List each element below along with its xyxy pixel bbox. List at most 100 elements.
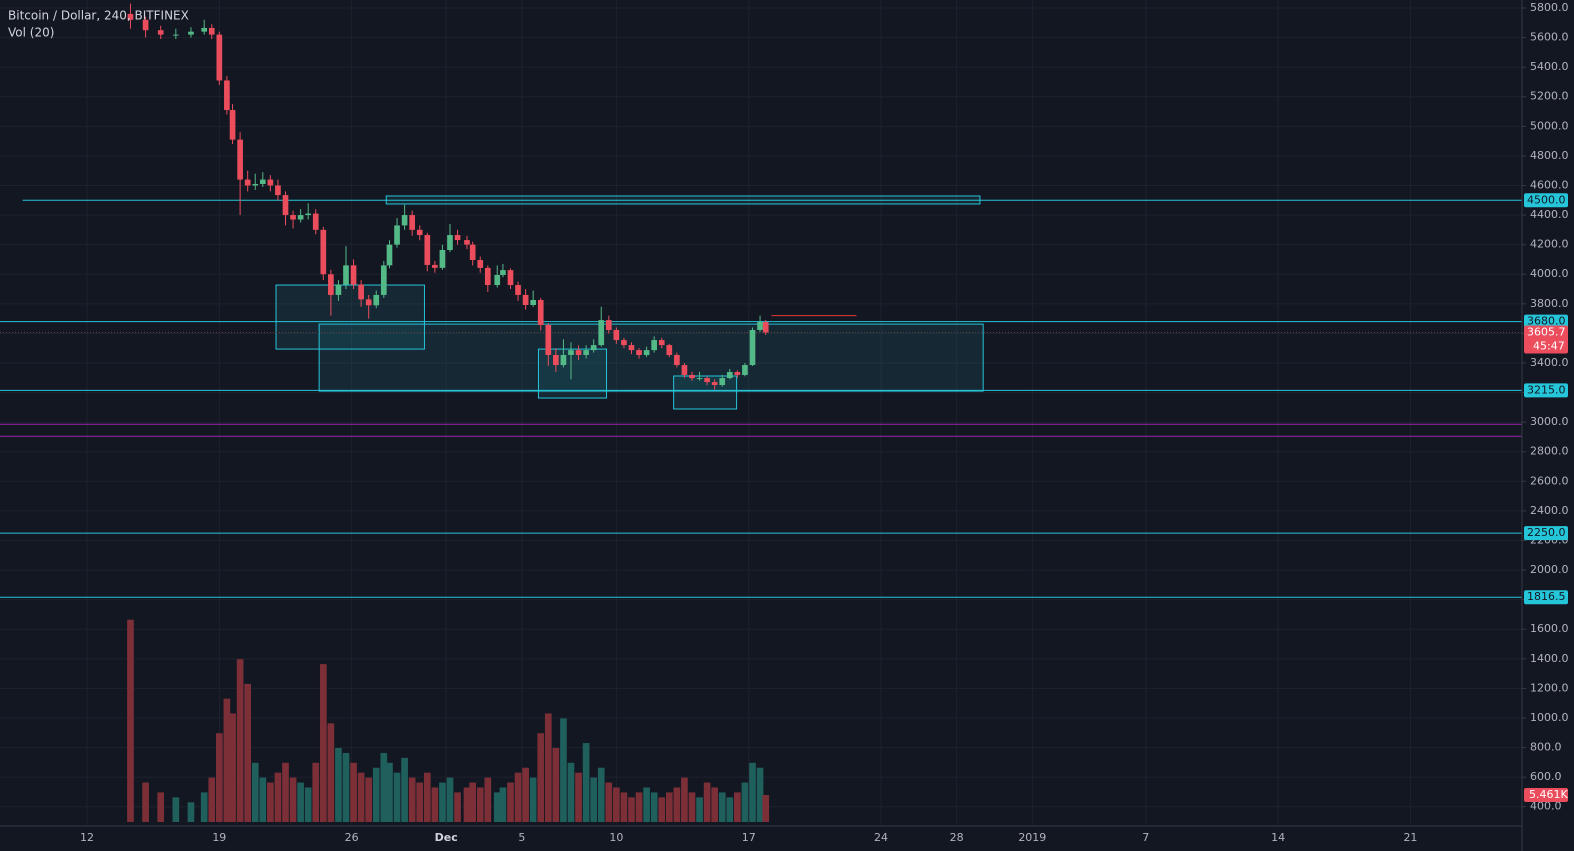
candle-body	[224, 80, 230, 111]
volume-bar	[208, 777, 216, 822]
x-tick-label: Dec	[435, 831, 458, 844]
volume-bar	[696, 797, 703, 822]
x-tick-label: 7	[1142, 831, 1149, 844]
volume-bar	[734, 792, 741, 822]
candle-body	[172, 34, 179, 36]
candle-body	[208, 27, 215, 35]
y-tick-label: 4800.0	[1530, 149, 1569, 162]
volume-bar	[469, 782, 477, 822]
candle-body	[651, 340, 658, 351]
y-tick-label: 4600.0	[1530, 178, 1569, 191]
candle-body	[275, 185, 281, 196]
candle-body	[469, 244, 476, 261]
volume-bar	[688, 792, 696, 822]
candle-body	[568, 350, 574, 355]
level-label: 3680.0	[1527, 315, 1566, 328]
volume-bar	[613, 787, 620, 822]
y-tick-label: 1400.0	[1530, 652, 1569, 665]
candle-body	[484, 267, 491, 286]
volume-bar	[372, 767, 380, 822]
y-tick-label: 2600.0	[1530, 474, 1569, 487]
volume-bar	[416, 782, 424, 822]
level-label-box	[1524, 526, 1568, 541]
candle-body	[201, 27, 208, 32]
y-tick-label: 400.0	[1530, 800, 1562, 813]
candle-body	[237, 139, 243, 180]
candle-body	[424, 235, 431, 265]
candle-body	[666, 345, 673, 355]
zone	[318, 323, 984, 392]
x-tick-label: 17	[742, 831, 756, 844]
level-label-box	[1524, 193, 1568, 208]
volume-bar	[187, 802, 195, 822]
volume-bar	[560, 718, 567, 822]
volume-bar	[223, 698, 231, 822]
volume-bar	[297, 782, 304, 822]
volume-bar	[575, 772, 582, 822]
candle-body	[380, 265, 387, 295]
candle-body	[312, 213, 319, 230]
candle-body	[320, 229, 327, 275]
y-tick-label: 1200.0	[1530, 681, 1569, 694]
volume-bar	[582, 743, 590, 822]
candle-body	[358, 284, 364, 300]
y-tick-label: 3400.0	[1530, 356, 1569, 369]
candle-body	[305, 213, 312, 216]
volume-bar	[335, 748, 342, 822]
volume-bar	[522, 767, 529, 822]
candle-body	[409, 215, 416, 230]
candle-body	[658, 340, 665, 346]
volume-bar	[673, 787, 681, 822]
y-tick-label: 1600.0	[1530, 622, 1569, 635]
candle-body	[674, 354, 680, 366]
y-tick-label: 2800.0	[1530, 445, 1569, 458]
countdown: 45:47	[1533, 340, 1565, 353]
volume-bar	[157, 792, 165, 822]
candle-body	[157, 30, 164, 35]
candle-body	[636, 350, 642, 355]
candle-body	[583, 350, 589, 355]
y-tick-label: 1000.0	[1530, 711, 1569, 724]
volume-bar	[650, 792, 658, 822]
candle-body	[447, 235, 453, 250]
candle-body	[628, 345, 635, 351]
volume-bar	[476, 787, 484, 822]
candle-body	[188, 31, 194, 35]
y-tick-label: 5800.0	[1530, 1, 1569, 14]
y-tick-label: 800.0	[1530, 741, 1562, 754]
candle-body	[515, 285, 521, 295]
x-tick-label: 19	[212, 831, 226, 844]
y-tick-label: 3000.0	[1530, 415, 1569, 428]
zone	[275, 284, 425, 350]
candle-body	[328, 274, 334, 295]
volume-bar	[127, 619, 134, 822]
y-tick-label: 2400.0	[1530, 504, 1569, 517]
volume-bar	[454, 792, 461, 822]
y-tick-label: 4200.0	[1530, 238, 1569, 251]
volume-bar	[681, 777, 688, 822]
x-tick-label: 26	[345, 831, 359, 844]
level-label: 4500.0	[1527, 193, 1566, 206]
volume-bar	[726, 797, 734, 822]
x-tick-label: 12	[80, 831, 94, 844]
volume-bar	[463, 787, 471, 822]
candle-body	[681, 365, 688, 375]
candle-body	[643, 350, 650, 355]
volume-bar	[537, 733, 545, 822]
volume-bar	[423, 772, 431, 822]
volume-bar	[380, 752, 388, 822]
candle-body	[757, 322, 763, 330]
y-tick-label: 3800.0	[1530, 297, 1569, 310]
candle-body	[416, 229, 423, 236]
candle-body	[621, 340, 627, 346]
y-tick-label: 2000.0	[1530, 563, 1569, 576]
volume-label: 5.461K	[1529, 788, 1568, 801]
volume-bar	[431, 787, 439, 822]
volume-bar	[439, 782, 446, 822]
candle-body	[494, 274, 501, 286]
candle-body	[704, 378, 710, 383]
volume-bar	[357, 772, 365, 822]
candle-body	[560, 354, 567, 366]
volume-bar	[741, 782, 749, 822]
